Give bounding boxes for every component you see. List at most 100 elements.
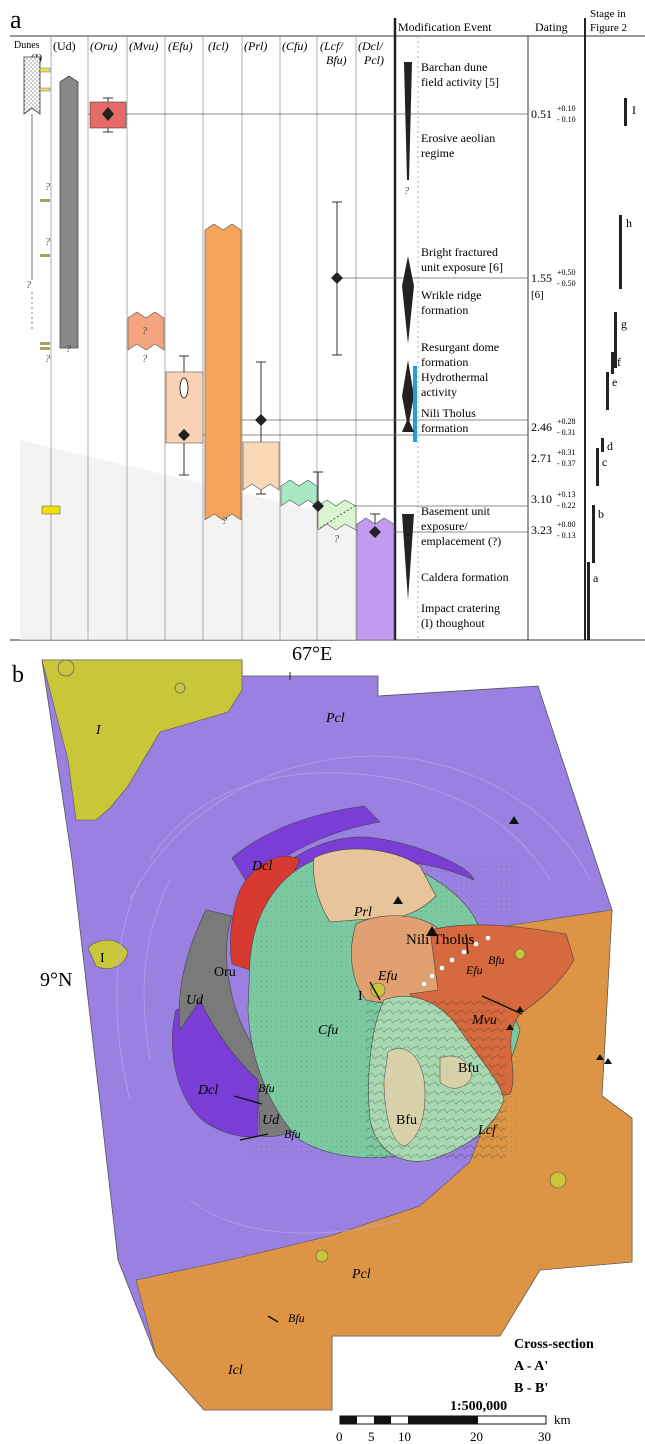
header-mvu: (Mvu) xyxy=(129,39,158,53)
prl-bar xyxy=(242,361,280,495)
unit-label-bfu-4: Bfu xyxy=(284,1127,301,1141)
scale-ticks: 0 5 10 20 30 xyxy=(336,1429,551,1444)
crater-rim xyxy=(174,682,186,694)
unit-label-icl: Icl xyxy=(227,1363,243,1378)
event-label: Barchan dune xyxy=(421,60,487,74)
hydrothermal-markers xyxy=(421,935,491,987)
event-label: unit exposure [6] xyxy=(421,260,503,274)
panel-a: a xyxy=(10,5,645,641)
panel-b-map: b xyxy=(12,643,633,1444)
crater-rim xyxy=(57,659,75,677)
panel-b-label: b xyxy=(12,662,24,688)
dating-age: 2.71 xyxy=(531,451,552,465)
scale-tick: 10 xyxy=(398,1429,411,1444)
icl-bar xyxy=(204,223,242,521)
unit-label-dcl: Dcl xyxy=(251,859,272,874)
efu-region xyxy=(351,915,441,1004)
unit-label-bfu-5: Bfu xyxy=(396,1113,417,1128)
dating-minus: - 0.31 xyxy=(557,428,576,437)
bfu-patch xyxy=(383,1048,426,1147)
dating-age: 3.10 xyxy=(531,492,552,506)
dating-minus: - 0.50 xyxy=(557,279,576,288)
impact-center xyxy=(370,982,386,998)
unit-label-ud: Ud xyxy=(186,993,204,1008)
dating-values: 0.51 +0.10 - 0.10 1.55 +0.50 - 0.50 [6] … xyxy=(531,104,576,540)
unit-label-bfu-6: Bfu xyxy=(288,1311,305,1325)
qmark: ? xyxy=(45,182,50,193)
event-label: Bright fractured xyxy=(421,245,498,259)
dating-age: 3.23 xyxy=(531,523,552,537)
dating-ref: [6] xyxy=(531,289,544,301)
unit-label-pcl: Pcl xyxy=(325,711,345,726)
stage-label: d xyxy=(607,439,613,453)
stage-label: I xyxy=(632,103,636,117)
qmark: ? xyxy=(26,280,31,291)
stage-bars xyxy=(587,98,627,640)
scale-tick: 30 xyxy=(538,1429,551,1444)
unit-label-mvu: Mvu xyxy=(471,1013,497,1028)
scale-bar: 1:500,000 0 5 10 20 30 km xyxy=(336,1399,571,1444)
timeline-shading xyxy=(20,440,356,640)
unit-label-bfu: Bfu xyxy=(488,953,505,967)
header-ud: (Ud) xyxy=(53,39,76,53)
unit-label-oru: Oru xyxy=(214,965,236,980)
unit-label-impact-west: I xyxy=(100,951,105,966)
event-label: Resurgant dome xyxy=(421,340,499,354)
unit-column-dividers xyxy=(50,36,357,640)
header-lcf: (Lcf/ xyxy=(320,39,344,53)
prl-region xyxy=(313,848,437,923)
dunes-bar xyxy=(23,56,61,515)
impact-west xyxy=(87,939,129,969)
dating-minus: - 0.22 xyxy=(557,501,576,510)
cross-section-title: Cross-section xyxy=(514,1337,594,1352)
stage-label: f xyxy=(617,355,621,369)
header-icl: (Icl) xyxy=(208,39,229,53)
dating-plus: +0.10 xyxy=(557,104,576,113)
event-label: activity xyxy=(421,385,457,399)
dating-age: 1.55 xyxy=(531,271,552,285)
stage-label: b xyxy=(598,507,604,521)
header-prl: (Prl) xyxy=(244,39,267,53)
unit-label-pcl-2: Pcl xyxy=(351,1267,371,1282)
dating-plus: +0.50 xyxy=(557,268,576,277)
dating-plus: +0.28 xyxy=(557,417,576,426)
event-label: field activity [5] xyxy=(421,75,499,89)
event-label: regime xyxy=(421,146,454,160)
cross-section-lines xyxy=(233,933,523,1323)
cross-section-aa: A - A' xyxy=(514,1359,548,1374)
unit-label-efu-2: Efu xyxy=(465,963,483,977)
unit-label-nili-tholus: Nili Tholus xyxy=(406,932,475,948)
mvu-bar xyxy=(127,311,165,351)
qmark: ? xyxy=(142,354,147,365)
event-label: Nili Tholus xyxy=(421,406,476,420)
unit-label-efu: Efu xyxy=(377,969,397,984)
scale-tick: 0 xyxy=(336,1429,343,1444)
cross-section-legend: Cross-section A - A' B - B' xyxy=(514,1337,594,1396)
dating-plus: +0.80 xyxy=(557,520,576,529)
event-label: Hydrothermal xyxy=(421,370,489,384)
unit-label-impact-center: I xyxy=(358,989,363,1004)
longitude-label: 67°E xyxy=(292,643,332,665)
oru-bar xyxy=(89,97,127,133)
header-modification-event: Modification Event xyxy=(398,20,492,34)
ud-bar xyxy=(59,75,79,349)
header-oru: (Oru) xyxy=(90,39,117,53)
scale-ratio: 1:500,000 xyxy=(450,1399,507,1414)
unit-label-dcl-2: Dcl xyxy=(197,1083,218,1098)
impact-ne xyxy=(514,948,526,960)
stage-label: h xyxy=(626,216,632,230)
stage-label: e xyxy=(612,375,617,389)
scale-tick: 5 xyxy=(368,1429,375,1444)
dating-minus: - 0.13 xyxy=(557,531,576,540)
header-cfu: (Cfu) xyxy=(282,39,307,53)
qmark: ? xyxy=(66,344,71,355)
scale-unit: km xyxy=(554,1412,571,1427)
header-efu: (Efu) xyxy=(168,39,193,53)
event-label: Caldera formation xyxy=(421,570,509,584)
unit-label-prl: Prl xyxy=(353,905,372,920)
unit-label-lcf: Lcf xyxy=(477,1123,498,1138)
event-label: Erosive aeolian xyxy=(421,131,495,145)
dating-minus: - 0.10 xyxy=(557,115,576,124)
dating-minus: - 0.37 xyxy=(557,459,576,468)
